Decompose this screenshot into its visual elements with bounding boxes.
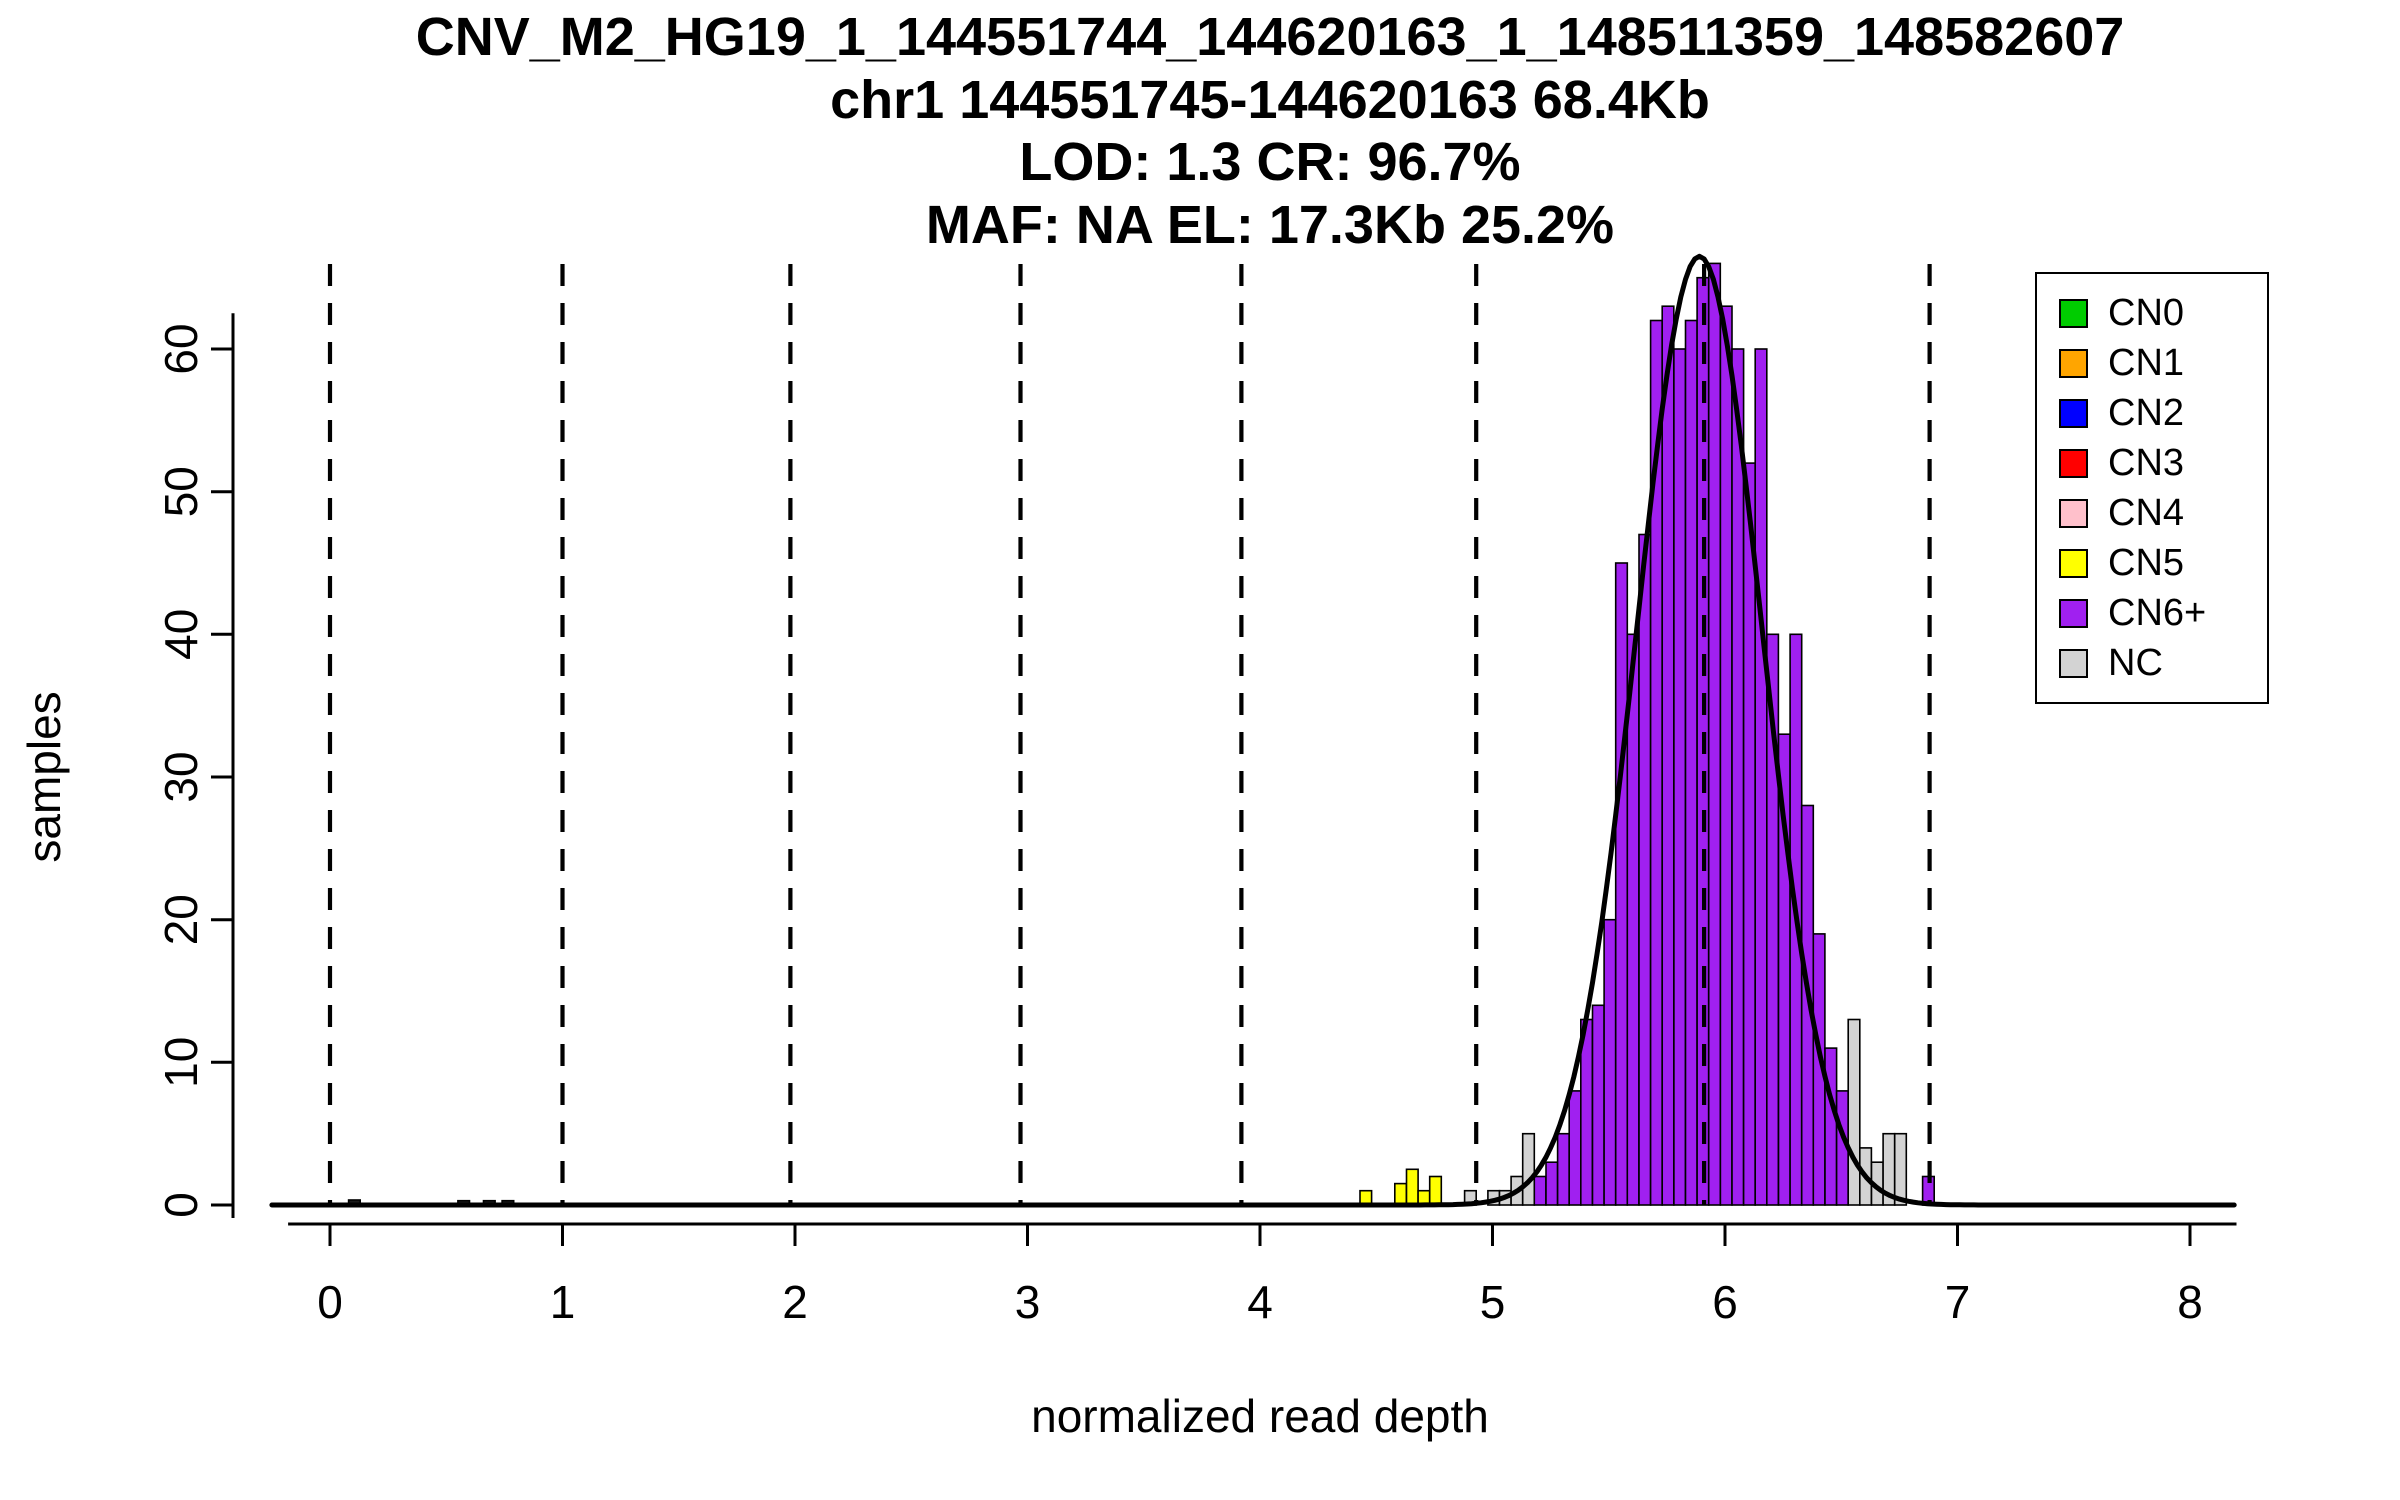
legend-item: CN3 — [2037, 438, 2267, 488]
x-axis-tick-label: 7 — [1945, 1276, 1971, 1328]
legend-swatch — [2059, 298, 2088, 328]
legend-label: CN6+ — [2108, 592, 2207, 634]
legend-swatch — [2059, 398, 2088, 428]
histogram-bar — [1405, 1168, 1419, 1206]
legend-swatch — [2059, 648, 2088, 678]
title-line-3: LOD: 1.3 CR: 96.7% — [1019, 132, 1521, 193]
x-axis-tick-label: 8 — [2177, 1276, 2203, 1328]
histogram-bar — [1591, 1004, 1605, 1206]
y-axis-tick-label: 0 — [155, 1192, 207, 1218]
histogram-bar — [1661, 305, 1675, 1206]
histogram-bar — [1719, 305, 1733, 1206]
y-axis-tick-label: 60 — [155, 323, 207, 374]
legend-swatch — [2059, 548, 2088, 578]
y-axis-tick-label: 30 — [155, 751, 207, 802]
legend-swatch — [2059, 598, 2088, 628]
legend-item: CN2 — [2037, 388, 2267, 438]
histogram-bar — [1533, 1175, 1547, 1206]
histogram-bar — [1684, 319, 1698, 1206]
legend-label: CN3 — [2108, 442, 2185, 484]
y-axis-tick-label: 40 — [155, 609, 207, 660]
y-axis-title: samples — [18, 691, 70, 862]
histogram-bar — [1893, 1132, 1908, 1206]
x-axis-tick-label: 4 — [1247, 1276, 1273, 1328]
legend-label: CN4 — [2108, 492, 2185, 534]
x-axis-tick-label: 0 — [317, 1276, 343, 1328]
histogram-bar — [1638, 533, 1652, 1206]
legend-label: CN5 — [2108, 542, 2185, 584]
histogram-bar — [1394, 1182, 1408, 1206]
x-axis-title: normalized read depth — [1031, 1390, 1489, 1442]
legend-label: CN0 — [2108, 292, 2185, 334]
legend-label: NC — [2108, 642, 2163, 684]
histogram-bar — [1847, 1018, 1861, 1206]
dashed-guides-layer — [327, 264, 1932, 1205]
axes-layer: 0 1 2 3 4 5 6 7 8 0 10 20 30 40 50 60 — [155, 313, 2237, 1328]
histogram-bar — [1521, 1132, 1536, 1206]
x-axis-tick-label: 1 — [550, 1276, 576, 1328]
title-line-2: chr1 144551745-144620163 68.4Kb — [830, 69, 1710, 130]
histogram-bar — [1545, 1161, 1559, 1206]
x-axis-tick-label: 2 — [782, 1276, 808, 1328]
legend-swatch — [2059, 348, 2088, 378]
density-curve — [269, 253, 2237, 1208]
chart-title-block: CNV_M2_HG19_1_144551744_144620163_1_1485… — [416, 6, 2125, 257]
histogram-bar — [1568, 1090, 1582, 1206]
y-axis-tick-label: 50 — [155, 466, 207, 517]
title-line-4: MAF: NA EL: 17.3Kb 25.2% — [925, 194, 1615, 255]
legend-item: NC — [2037, 638, 2267, 688]
histogram-bar — [1754, 348, 1768, 1206]
histogram-bar — [1673, 348, 1687, 1206]
legend-label: CN2 — [2108, 392, 2185, 434]
title-line-1: CNV_M2_HG19_1_144551744_144620163_1_1485… — [415, 7, 2125, 67]
histogram-bar — [1742, 462, 1756, 1206]
legend-item: CN5 — [2037, 538, 2267, 588]
histogram-bar — [1603, 918, 1617, 1206]
legend-swatch — [2059, 448, 2088, 478]
legend-item: CN6+ — [2037, 588, 2267, 638]
y-axis-tick-label: 10 — [155, 1037, 207, 1088]
density-curve-layer — [269, 253, 2237, 1208]
legend: CN0 CN1 CN2 CN3 CN4 CN5 CN6+ NC — [2035, 272, 2269, 704]
legend-item: CN1 — [2037, 338, 2267, 388]
x-axis-tick-label: 5 — [1480, 1276, 1506, 1328]
legend-label: CN1 — [2108, 342, 2185, 384]
legend-item: CN0 — [2037, 288, 2267, 338]
histogram-bar — [1428, 1175, 1443, 1206]
histogram-bar — [1707, 262, 1722, 1206]
legend-item: CN4 — [2037, 488, 2267, 538]
histogram-bar — [1556, 1132, 1570, 1206]
x-axis-tick-label: 3 — [1015, 1276, 1041, 1328]
histogram-bar — [1731, 348, 1745, 1206]
x-axis-tick-label: 6 — [1712, 1276, 1738, 1328]
histogram-bar — [1824, 1047, 1838, 1206]
histogram-bar — [1614, 562, 1629, 1206]
y-axis-tick-label: 20 — [155, 894, 207, 945]
histogram-bars-layer — [347, 262, 1935, 1206]
legend-swatch — [2059, 498, 2088, 528]
